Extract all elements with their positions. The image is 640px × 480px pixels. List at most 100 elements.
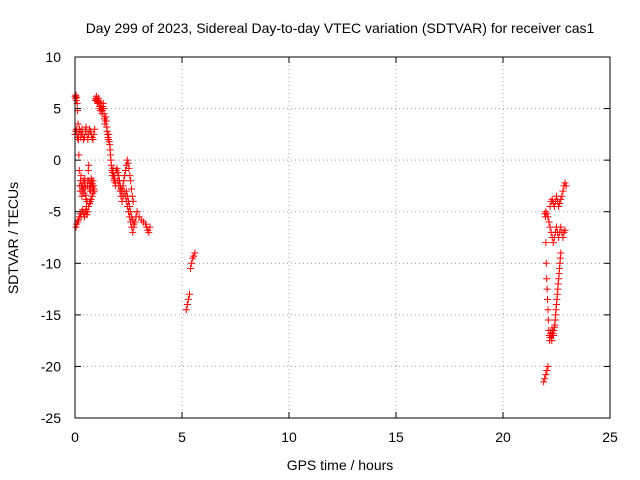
y-tick-label: 5 (53, 101, 61, 117)
data-point (130, 220, 138, 228)
data-point (120, 177, 128, 185)
chart-title: Day 299 of 2023, Sidereal Day-to-day VTE… (86, 20, 595, 36)
data-point (72, 223, 80, 231)
x-tick-label: 25 (602, 429, 618, 445)
data-point (543, 275, 551, 283)
data-point (75, 166, 83, 174)
data-points (71, 91, 570, 386)
data-point (561, 179, 569, 187)
data-point (77, 172, 85, 180)
data-point (545, 218, 553, 226)
data-point (190, 252, 198, 260)
data-point (88, 192, 96, 200)
data-point (556, 199, 564, 207)
data-point (128, 213, 136, 221)
y-tick-label: -20 (41, 358, 61, 374)
y-tick-label: -5 (49, 204, 62, 220)
data-point (558, 192, 566, 200)
data-point (90, 130, 98, 138)
data-point (145, 228, 153, 236)
data-point (133, 208, 141, 216)
data-point (83, 211, 91, 219)
data-point (146, 223, 154, 231)
data-point (187, 264, 195, 272)
data-point (142, 220, 150, 228)
data-point (188, 259, 196, 267)
y-tick-label: 10 (45, 49, 61, 65)
data-point (185, 290, 193, 298)
data-point (542, 371, 550, 379)
data-point (127, 177, 135, 185)
data-point (544, 316, 552, 324)
data-point (125, 164, 133, 172)
y-tick-label: -10 (41, 255, 61, 271)
data-point (85, 161, 93, 169)
data-point (561, 226, 569, 234)
x-tick-label: 0 (71, 429, 79, 445)
data-point (129, 228, 137, 236)
data-point (113, 164, 121, 172)
data-point (91, 125, 99, 133)
data-point (129, 216, 137, 224)
x-tick-label: 20 (495, 429, 511, 445)
data-point (102, 117, 110, 125)
grid (75, 57, 610, 418)
axis-ticks (74, 56, 611, 419)
data-point (543, 210, 551, 218)
data-point (540, 378, 548, 386)
x-axis-title: GPS time / hours (287, 457, 394, 473)
y-tick-label: 0 (53, 152, 61, 168)
data-point (549, 239, 557, 247)
data-point (541, 375, 549, 383)
x-tick-labels: 0 5 10 15 20 25 (71, 429, 618, 445)
data-point (126, 203, 134, 211)
data-point (123, 192, 131, 200)
data-point (544, 306, 552, 314)
data-point (124, 159, 132, 167)
data-point (125, 197, 132, 205)
data-point (114, 169, 122, 177)
data-point (85, 203, 93, 211)
data-point (122, 187, 130, 195)
y-tick-labels: -25 -20 -15 -10 -5 0 5 10 (41, 49, 61, 426)
y-axis-title: SDTVAR / TECUs (5, 182, 21, 294)
data-point (562, 182, 570, 190)
data-point (87, 195, 95, 203)
data-point (184, 295, 192, 303)
data-point (89, 189, 97, 197)
data-point (546, 223, 554, 231)
data-point (559, 187, 567, 195)
data-point (114, 177, 122, 185)
data-point (542, 239, 550, 247)
data-point (105, 130, 113, 138)
data-point (544, 213, 552, 221)
data-point (183, 301, 191, 309)
data-point (89, 136, 97, 144)
data-point (127, 185, 135, 193)
x-tick-label: 10 (281, 429, 297, 445)
data-point (542, 259, 550, 267)
data-point (191, 249, 199, 257)
data-point (555, 203, 563, 211)
data-point (182, 306, 190, 314)
data-point (557, 195, 565, 203)
x-tick-label: 15 (388, 429, 404, 445)
y-tick-label: -15 (41, 307, 61, 323)
data-point (115, 172, 123, 180)
data-point (559, 234, 567, 241)
data-point (86, 127, 94, 135)
data-point (544, 295, 552, 303)
data-point (126, 172, 134, 180)
data-point (74, 120, 82, 128)
plot-frame (74, 56, 611, 419)
data-point (543, 285, 551, 293)
data-point (84, 208, 92, 216)
data-point (115, 182, 123, 190)
data-point (123, 156, 131, 164)
data-point (543, 367, 551, 375)
data-point (557, 223, 565, 231)
data-point (73, 93, 81, 101)
data-point (557, 249, 565, 257)
data-point (127, 208, 135, 216)
